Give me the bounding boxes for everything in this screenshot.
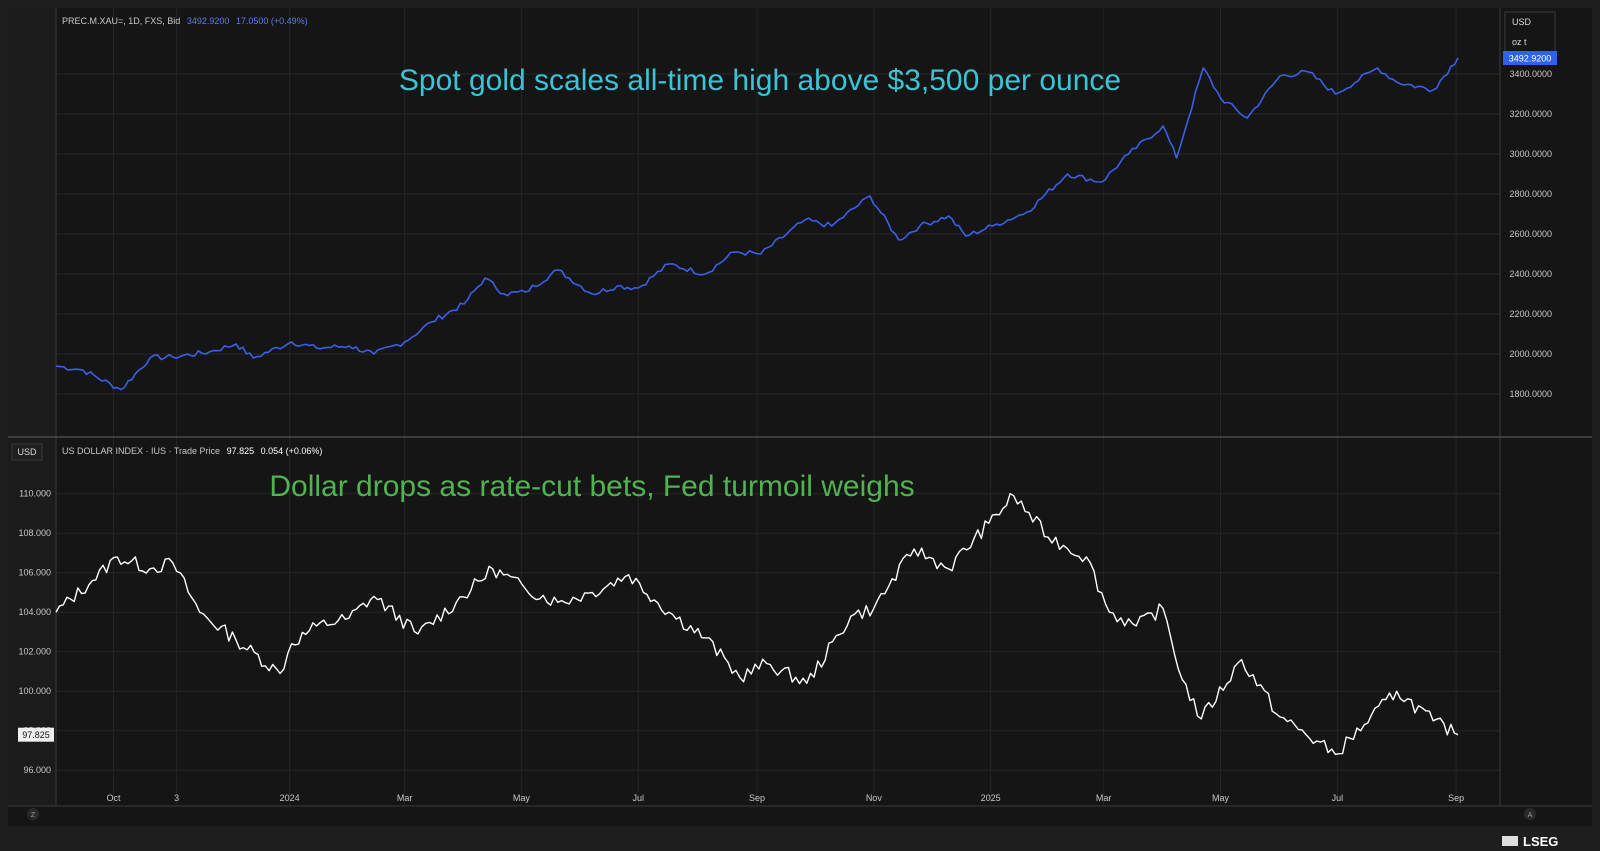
x-tick-label: Mar: [1096, 793, 1112, 803]
upper-change: 17.0500 (+0.49%): [236, 16, 308, 26]
x-tick-label: Jul: [632, 793, 644, 803]
lower-y-tick-label: 100.000: [18, 686, 51, 696]
upper-symbol: PREC.M.XAU=, 1D, FXS, Bid: [62, 16, 180, 26]
x-tick-label: Mar: [397, 793, 413, 803]
lower-y-tick-label: 104.000: [18, 607, 51, 617]
upper-y-tick-labels: 1800.0000 2000.0000 2200.0000 2400.0000 2600…: [1509, 69, 1552, 399]
upper-currency-label: USD: [1512, 17, 1532, 27]
lower-grid: [56, 493, 1500, 771]
auto-scale-button[interactable]: [1524, 808, 1536, 820]
lower-y-tick-label: 110.000: [19, 489, 51, 499]
x-tick-label: 2024: [280, 793, 300, 803]
upper-y-tick-label: 2000.0000: [1509, 349, 1552, 359]
upper-y-tick-label: 2400.0000: [1509, 269, 1552, 279]
upper-unit-label: oz t: [1512, 37, 1527, 47]
lower-y-tick-label: 102.000: [18, 647, 51, 657]
upper-y-tick-label: 2800.0000: [1509, 189, 1552, 199]
upper-y-tick-label: 3400.0000: [1509, 69, 1552, 79]
lower-series-header: US DOLLAR INDEX · IUS · Trade Price 97.8…: [62, 446, 322, 456]
brand-icon: [1502, 836, 1518, 846]
upper-y-tick-label: 3000.0000: [1509, 149, 1552, 159]
upper-left-axis-strip: [8, 8, 56, 436]
zoom-reset-button[interactable]: [27, 808, 39, 820]
upper-y-tick-label: 3200.0000: [1509, 109, 1552, 119]
x-tick-label: Sep: [1448, 793, 1464, 803]
auto-scale-label: A: [1528, 812, 1533, 819]
dollar-last-price-tag-label: 97.825: [22, 730, 50, 740]
x-tick-label: Sep: [749, 793, 765, 803]
x-tick-label: 3: [174, 793, 179, 803]
lower-y-tick-label: 96.000: [23, 765, 51, 775]
x-tick-label: May: [513, 793, 531, 803]
lower-currency-box[interactable]: [11, 443, 43, 461]
upper-grid: [56, 73, 1500, 395]
brand-name: LSEG: [1523, 834, 1558, 849]
upper-y-tick-label: 2600.0000: [1509, 229, 1552, 239]
brand-logo: LSEG: [1502, 834, 1558, 849]
x-tick-label: 2025: [981, 793, 1001, 803]
x-tick-labels: Oct 3 2024 Mar May Jul Sep Nov 2025 Mar May Jul Sep: [106, 793, 1464, 803]
lower-symbol: US DOLLAR INDEX · IUS · Trade Price: [62, 446, 220, 456]
lower-change: 0.054 (+0.06%): [261, 446, 323, 456]
lower-left-axis-strip: [8, 438, 56, 806]
upper-y-tick-label: 2200.0000: [1509, 309, 1552, 319]
dollar-headline: Dollar drops as rate-cut bets, Fed turmo…: [269, 470, 914, 503]
x-tick-label: May: [1212, 793, 1230, 803]
x-tick-label: Oct: [106, 793, 121, 803]
upper-y-tick-label: 1800.0000: [1509, 389, 1552, 399]
x-tick-label: Nov: [866, 793, 883, 803]
zoom-reset-label: Z: [31, 812, 36, 819]
dollar-last-price-tag-bg: [18, 727, 54, 742]
chart-frame: [8, 8, 1592, 826]
vertical-grid: [112, 8, 1457, 806]
upper-last-value: 3492.9200: [187, 16, 230, 26]
lower-currency-label: USD: [17, 447, 37, 457]
lower-y-tick-label: 108.000: [18, 528, 51, 538]
gold-last-price-tag-label: 3492.9200: [1509, 53, 1552, 63]
gold-last-price-tag-bg: [1503, 51, 1557, 65]
dollar-index-line: [55, 493, 1459, 756]
lower-y-tick-label: 106.000: [18, 568, 51, 578]
upper-series-header: PREC.M.XAU=, 1D, FXS, Bid 3492.9200 17.0…: [62, 16, 308, 26]
gold-price-line: [55, 57, 1459, 391]
dollar-last-price-tag: 97.825: [18, 727, 54, 742]
lower-last-value: 97.825: [227, 446, 255, 456]
x-tick-label: Jul: [1332, 793, 1344, 803]
gold-last-price-tag: 3492.9200: [1503, 51, 1557, 65]
gold-headline: Spot gold scales all-time high above $3,…: [399, 64, 1121, 97]
